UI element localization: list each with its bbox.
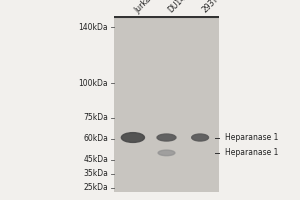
Text: 60kDa: 60kDa <box>83 134 108 143</box>
Text: Heparanase 1: Heparanase 1 <box>225 133 279 142</box>
Text: 75kDa: 75kDa <box>83 113 108 122</box>
Text: 293T: 293T <box>200 0 220 15</box>
Text: DU145: DU145 <box>167 0 191 15</box>
Text: Jurkat: Jurkat <box>133 0 155 15</box>
Ellipse shape <box>157 134 176 141</box>
Ellipse shape <box>122 133 145 142</box>
Text: 100kDa: 100kDa <box>78 79 108 88</box>
Ellipse shape <box>158 150 175 156</box>
Text: 45kDa: 45kDa <box>83 155 108 164</box>
Ellipse shape <box>192 134 208 141</box>
Text: 35kDa: 35kDa <box>83 169 108 178</box>
Text: 25kDa: 25kDa <box>83 183 108 192</box>
Text: 140kDa: 140kDa <box>78 23 108 32</box>
Text: Heparanase 1: Heparanase 1 <box>225 148 279 157</box>
